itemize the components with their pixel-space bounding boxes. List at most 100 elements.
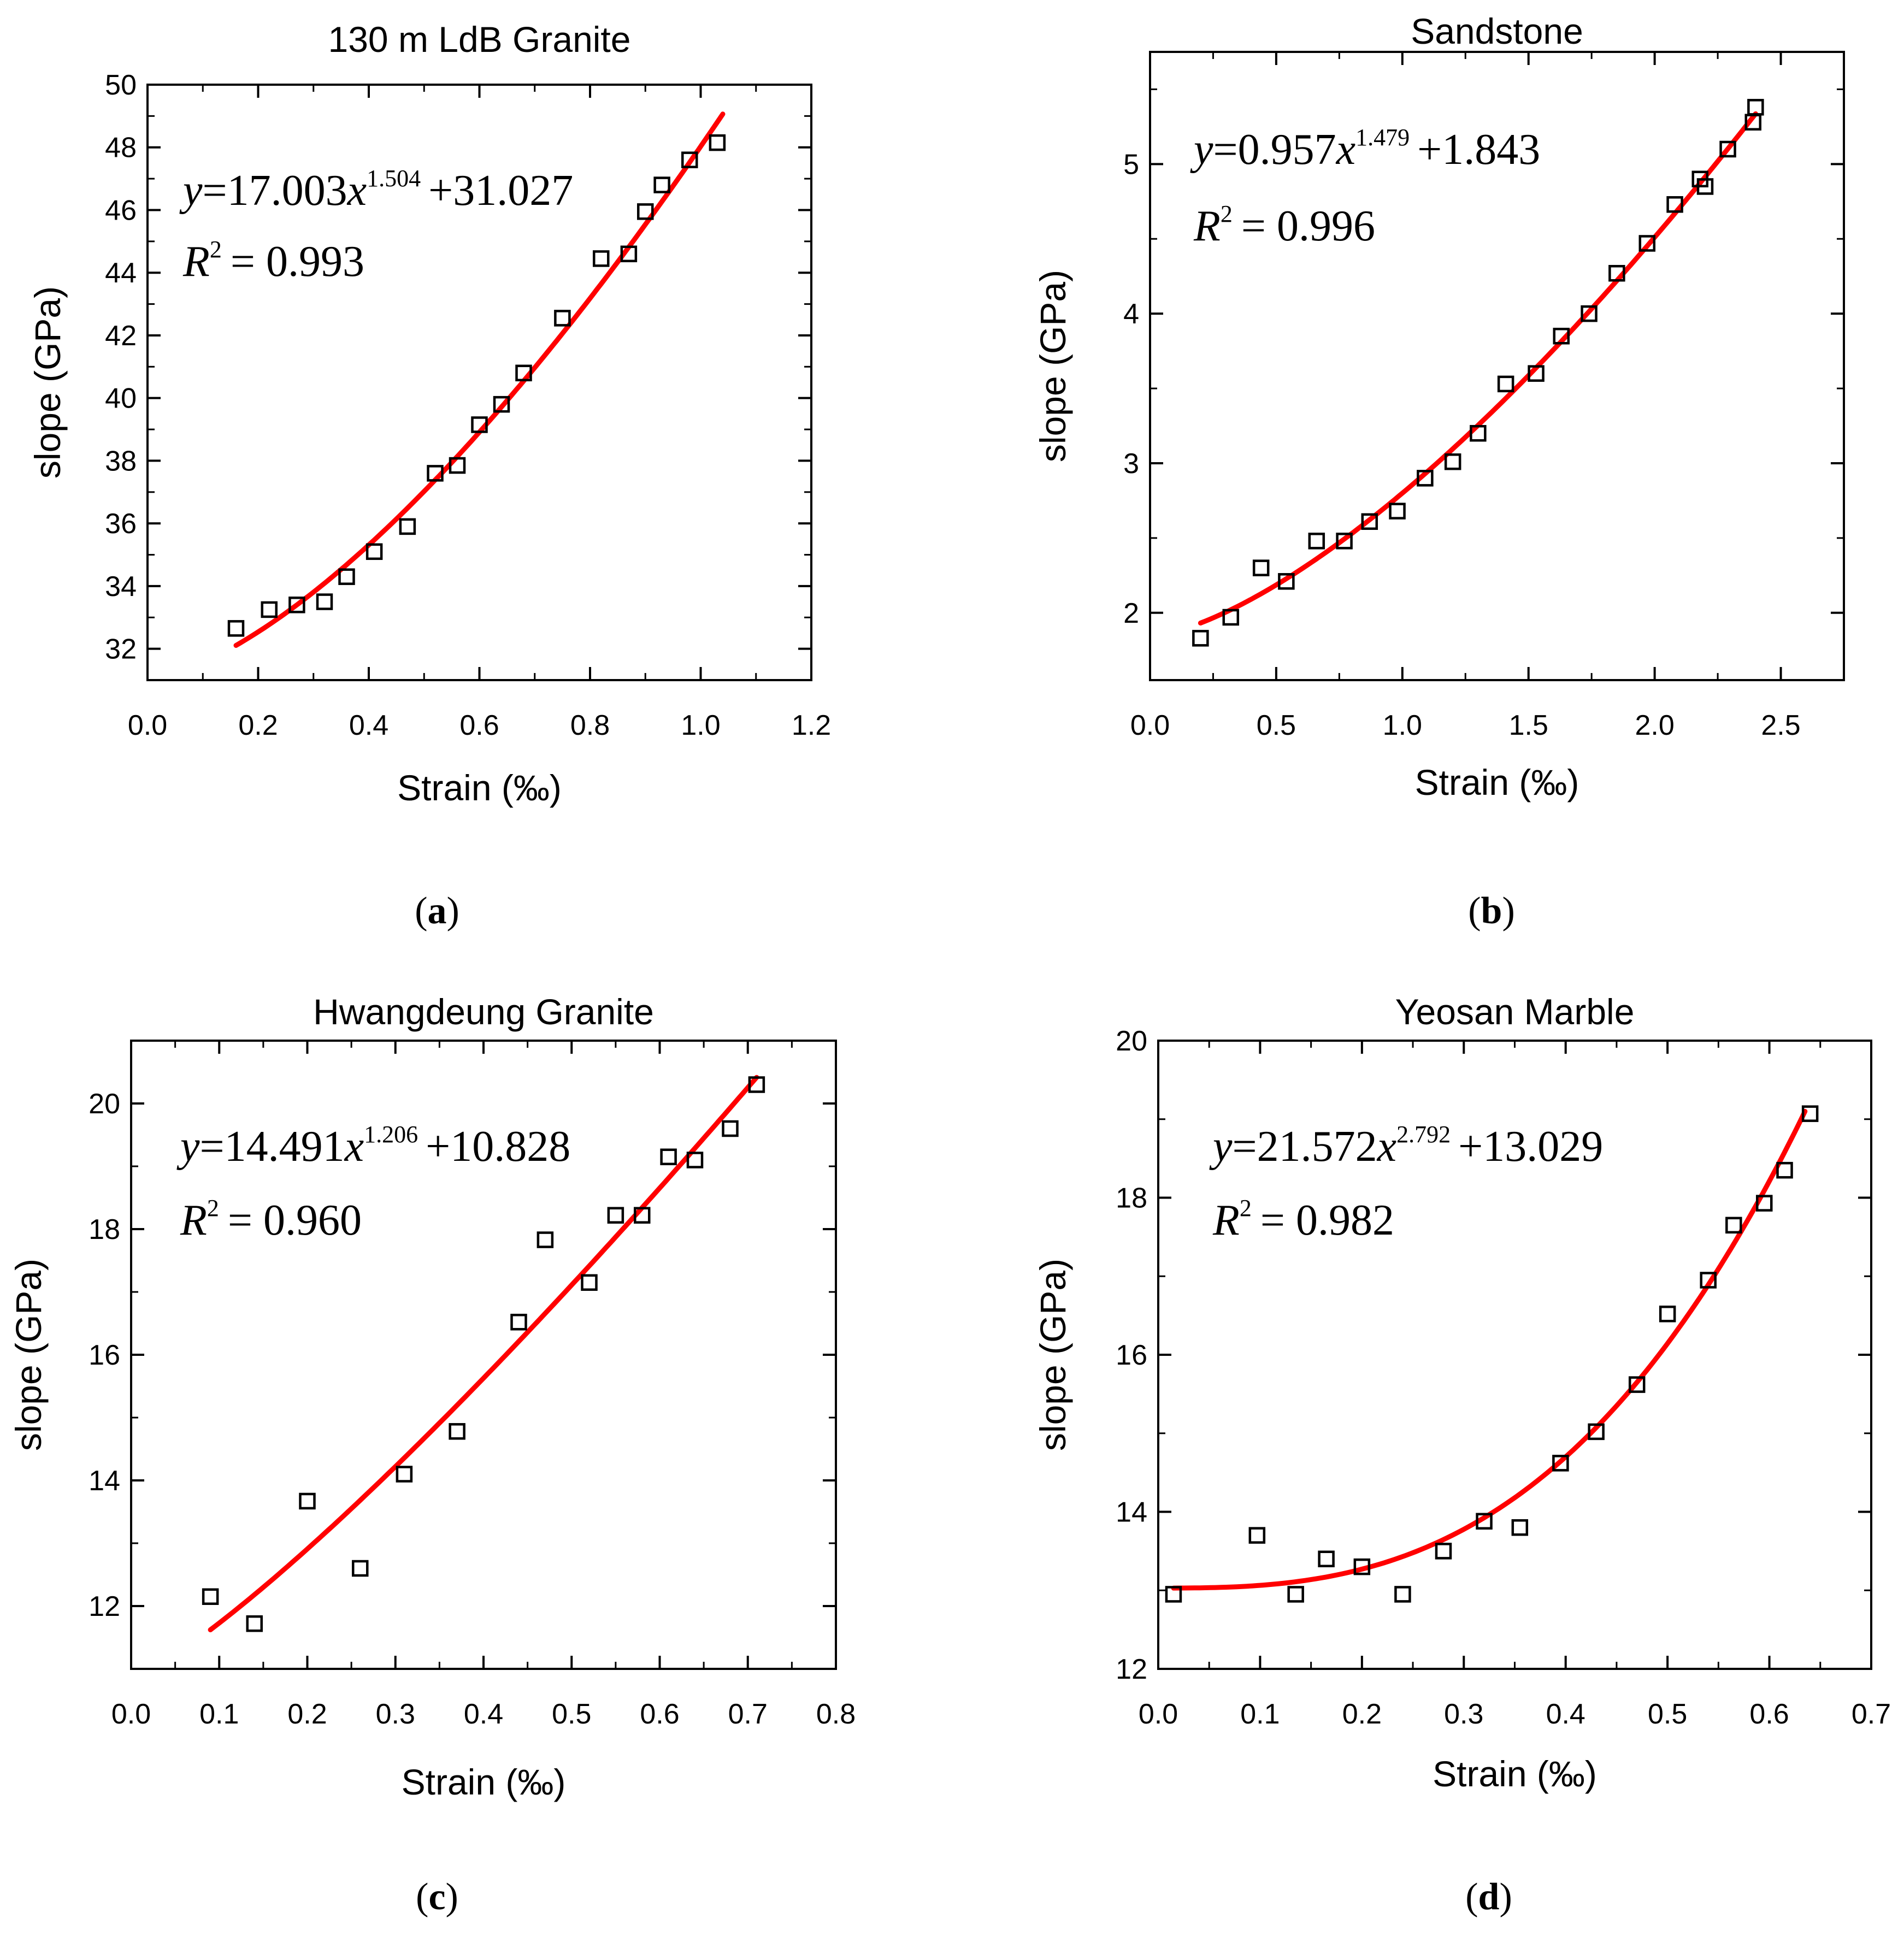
panel-label-paren: ( <box>1468 890 1481 932</box>
r-squared-value: = 0.982 <box>1260 1196 1394 1244</box>
equation-y: y <box>176 1123 200 1171</box>
panel-label: (d) <box>1465 1876 1512 1918</box>
data-point <box>1552 1455 1569 1472</box>
data-point <box>1278 573 1295 590</box>
data-point <box>449 457 466 474</box>
data-point <box>1287 1586 1304 1603</box>
data-point <box>493 396 510 413</box>
chart-panel-c: 0.0 0.1 0.2 0.3 0.4 0.5 0.6 0.7 0.8 12 14 16 18 20 Hwa… <box>8 991 856 1918</box>
x-tick-label: 0.0 <box>1130 710 1170 741</box>
x-tick-label: 0.0 <box>111 1698 151 1730</box>
fit-equation: y=14.491x1.206 +10.828 <box>176 1121 570 1171</box>
data-point <box>686 1152 704 1168</box>
x-tick-label: 0.0 <box>128 710 167 741</box>
chart-title: Hwangdeung Granite <box>313 991 654 1032</box>
data-point <box>1435 1543 1452 1560</box>
y-tick-label: 32 <box>105 634 137 665</box>
data-point <box>1719 140 1736 158</box>
x-tick-label: 0.8 <box>816 1698 856 1730</box>
x-tick-label: 0.2 <box>287 1698 327 1730</box>
x-tick-label: 0.7 <box>728 1698 768 1730</box>
x-tick-label: 0.5 <box>1257 710 1296 741</box>
y-tick-label: 44 <box>105 257 137 289</box>
data-point <box>510 1313 527 1331</box>
data-point <box>1470 424 1487 442</box>
equation-y: y <box>1190 126 1213 174</box>
data-point <box>1588 1423 1605 1441</box>
data-point <box>554 310 571 327</box>
r-squared-symbol: R <box>180 1196 207 1244</box>
data-point <box>471 416 488 433</box>
data-point <box>1628 1376 1646 1393</box>
data-point <box>515 364 532 382</box>
y-tick-label: 2 <box>1123 598 1139 629</box>
equation-exponent: 1.504 <box>367 165 421 192</box>
y-tick-label: 48 <box>105 132 137 164</box>
data-point <box>709 134 726 151</box>
equation-constant: +13.029 <box>1458 1123 1603 1171</box>
panel-label-letter: d <box>1478 1876 1500 1918</box>
data-point <box>1696 178 1714 195</box>
x-tick-label: 0.3 <box>1444 1698 1483 1730</box>
data-point <box>1417 470 1434 487</box>
equation-coef: 0.957 <box>1238 126 1336 174</box>
panel-label: (a) <box>415 890 459 932</box>
data-point <box>1581 305 1598 322</box>
equation-equals: = <box>1233 1123 1257 1171</box>
fit-equation: y=21.572x2.792 +13.029 <box>1209 1121 1603 1171</box>
panel-label-letter: b <box>1481 890 1502 932</box>
x-axis-label: Strain (‰) <box>397 768 562 808</box>
data-point <box>396 1466 413 1483</box>
y-axis-label: slope (GPa) <box>1033 270 1073 462</box>
y-tick-label: 4 <box>1123 298 1139 330</box>
data-point <box>1394 1586 1411 1603</box>
data-point <box>1700 1272 1717 1289</box>
data-point <box>581 1274 598 1291</box>
chart-title: Sandstone <box>1411 11 1583 51</box>
r-squared-exponent: 2 <box>1221 200 1233 227</box>
panel-label-paren: ( <box>1465 1876 1478 1918</box>
data-point <box>1192 630 1209 647</box>
y-tick-label: 14 <box>89 1465 120 1497</box>
y-tick-label: 20 <box>1116 1025 1147 1057</box>
y-tick-label: 5 <box>1123 149 1139 180</box>
data-point <box>1252 559 1270 576</box>
data-point <box>299 1492 316 1510</box>
panel-label-letter: a <box>428 890 447 932</box>
equation-coef: 14.491 <box>225 1123 345 1171</box>
r-squared-exponent: 2 <box>1240 1195 1252 1221</box>
x-tick-label: 0.6 <box>459 710 499 741</box>
x-tick-label: 0.4 <box>464 1698 503 1730</box>
y-axis-label: slope (GPa) <box>8 1259 49 1451</box>
data-point <box>288 597 305 613</box>
plot-frame <box>1149 51 1845 681</box>
data-point <box>637 203 654 220</box>
data-point <box>1497 375 1514 393</box>
panel-label-paren: ) <box>447 890 459 932</box>
r-squared-symbol: R <box>182 238 210 286</box>
x-tick-label: 1.5 <box>1509 710 1548 741</box>
x-tick-label: 0.4 <box>1546 1698 1585 1730</box>
r-squared-symbol: R <box>1212 1196 1240 1244</box>
y-tick-label: 36 <box>105 508 137 540</box>
equation-constant: +1.843 <box>1417 126 1540 174</box>
equation-exponent: 1.206 <box>364 1121 418 1148</box>
x-tick-label: 0.6 <box>640 1698 679 1730</box>
data-point <box>352 1560 369 1577</box>
data-point <box>607 1207 624 1224</box>
y-tick-label: 18 <box>1116 1183 1147 1214</box>
equation-var: x <box>1377 1123 1397 1171</box>
x-tick-label: 2.0 <box>1635 710 1674 741</box>
data-point <box>1353 1558 1371 1575</box>
data-point <box>246 1615 263 1632</box>
chart-panel-a: 0.0 0.2 0.4 0.6 0.8 1.0 1.2 32 34 36 38 40 42 44 46 48 5… <box>27 19 831 932</box>
data-point <box>261 601 278 618</box>
data-point <box>1222 609 1240 626</box>
x-tick-label: 0.5 <box>552 1698 591 1730</box>
r-squared-exponent: 2 <box>210 236 222 263</box>
panel-label-paren: ( <box>415 890 427 932</box>
panel-label-paren: ) <box>1502 890 1514 932</box>
data-point <box>1511 1519 1529 1536</box>
data-point <box>1361 513 1378 530</box>
